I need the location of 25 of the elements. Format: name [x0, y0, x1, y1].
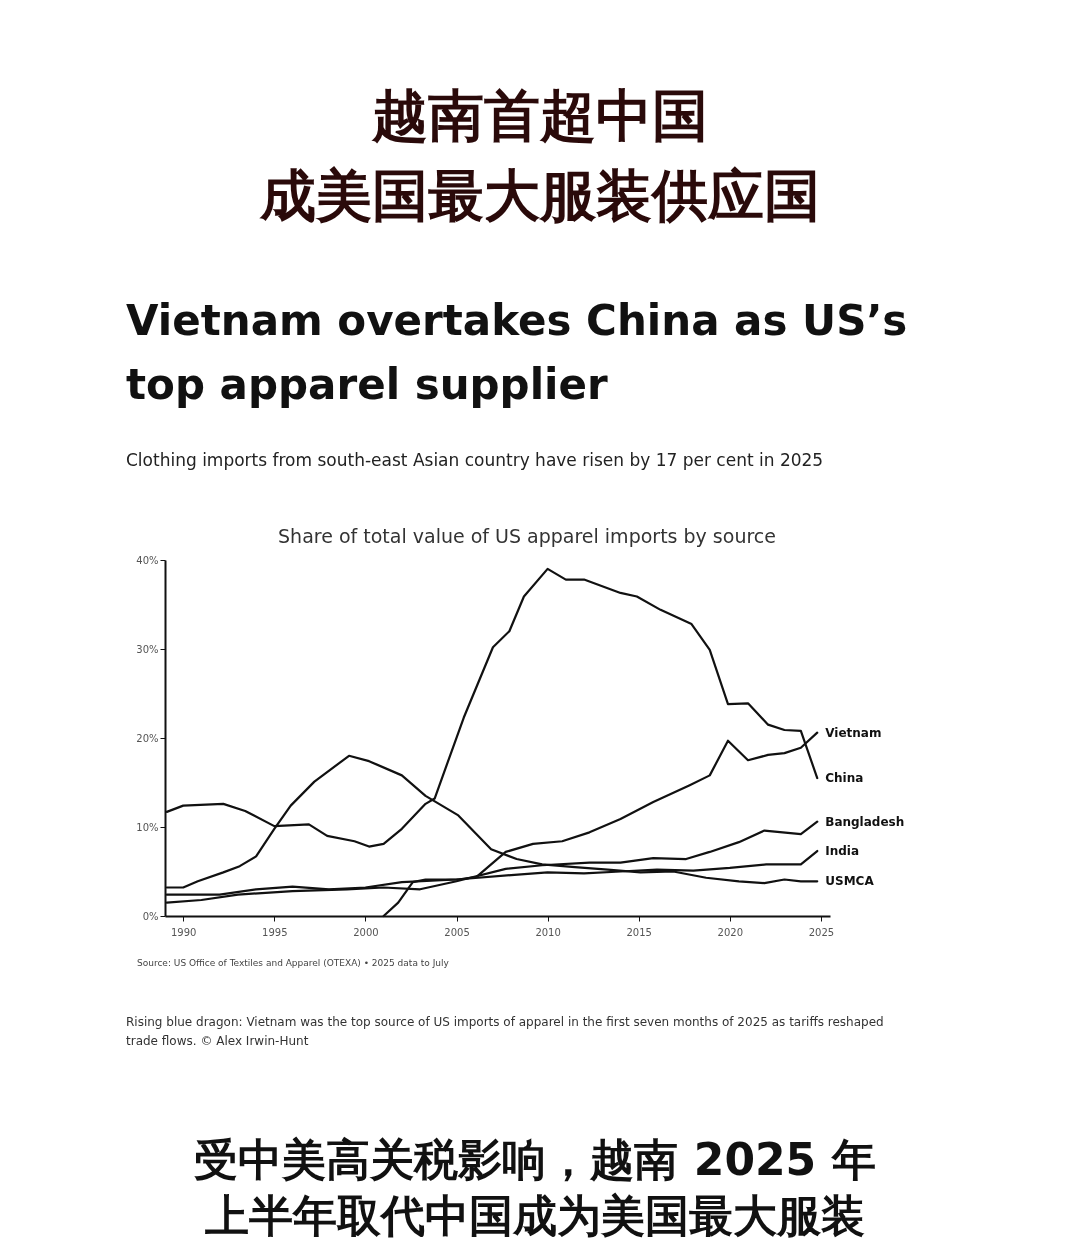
source-note: Source: US Office of Textiles and Apparel (OTEXA) • 2025 data to July	[137, 958, 450, 968]
chart-title: 越南首超中国成美国最大服装供应国	[259, 83, 820, 228]
x-tick-label: 2010	[535, 926, 561, 938]
x-tick-label: 2000	[353, 926, 379, 938]
text: Clothing imports from south-east Asian country have risen by 17 per cent in 2025	[126, 450, 824, 470]
y-tick-label: 0%	[142, 910, 159, 922]
x-tick-label: 2005	[444, 926, 470, 938]
text: Rising blue dragon: Vietnam was the top source of US imports of apparel in the first seven months of 2025 as tariffs reshaped trade flows. © Alex Irwin-Hunt	[126, 1015, 884, 1048]
y-tick-label: 10%	[136, 821, 159, 833]
series-label: USMCA	[825, 874, 875, 889]
x-tick-label: 1990	[170, 926, 197, 938]
y-tick-label: 20%	[136, 732, 159, 744]
x-tick-label: 1995	[262, 926, 288, 938]
series-label: Vietnam	[825, 725, 882, 740]
x-tick-label: 2015	[626, 926, 652, 938]
series-label: Bangladesh	[825, 814, 905, 829]
series-label: India	[825, 844, 860, 859]
series-label: China	[825, 771, 864, 786]
text: 受中美高关税影响，越南 2025 年上半年取代中国成为美国最大服装	[194, 1134, 876, 1241]
y-tick-label: 30%	[136, 643, 159, 655]
y-tick-label: 40%	[136, 554, 159, 566]
x-tick-label: 2025	[808, 926, 835, 938]
text: Share of total value of US apparel imports by source	[278, 525, 776, 547]
x-tick-label: 2020	[717, 926, 744, 938]
chart-subtitle: Vietnam overtakes China as US’s top apparel supplier	[126, 296, 908, 409]
